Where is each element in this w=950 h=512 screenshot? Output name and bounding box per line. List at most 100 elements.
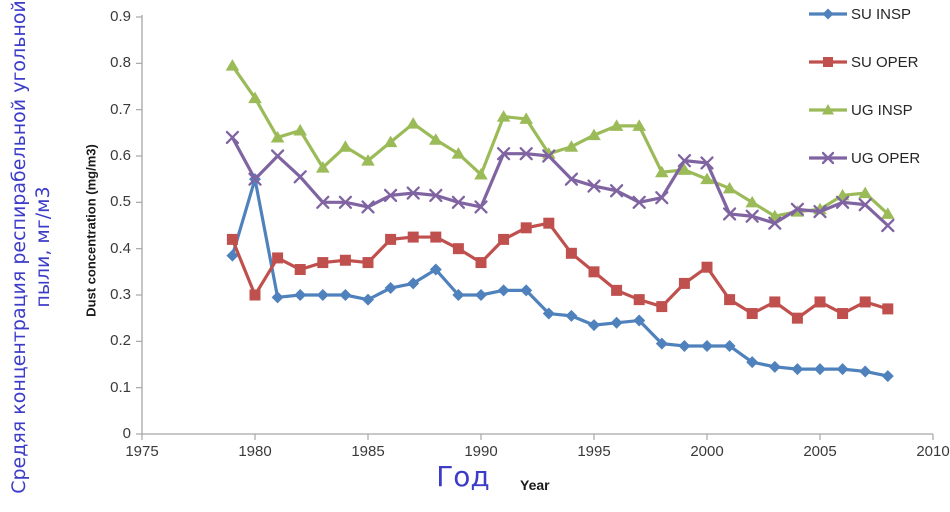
triangle-marker: [361, 154, 375, 166]
legend-item-su-insp: SU INSP: [808, 4, 920, 24]
y-tick-label: 0.7: [110, 100, 131, 118]
diamond-marker: [768, 360, 781, 373]
x-tick-label: 2005: [803, 443, 837, 460]
square-marker: [385, 233, 397, 245]
x-marker: [361, 200, 375, 214]
triangle-marker: [496, 110, 511, 122]
x-tick-label: 1995: [577, 443, 611, 460]
square-icon: [823, 57, 833, 67]
triangle-marker: [632, 119, 646, 131]
diamond-marker: [429, 263, 442, 276]
diamond-marker: [610, 316, 623, 329]
x-tick-label: 1975: [125, 443, 159, 460]
triangle-marker: [225, 59, 240, 71]
square-marker: [611, 284, 623, 296]
diamond-marker: [452, 289, 465, 301]
diamond-marker: [588, 319, 600, 332]
triangle-marker: [429, 133, 443, 145]
x-marker: [881, 218, 895, 233]
triangle-marker: [474, 168, 488, 180]
x-tick-label: 2000: [690, 443, 724, 460]
x-marker: [429, 188, 443, 203]
square-marker: [859, 296, 871, 308]
x-marker: [790, 202, 805, 216]
triangle-marker: [587, 128, 601, 141]
triangle-marker: [564, 140, 579, 152]
square-marker: [633, 294, 645, 306]
y-axis-title-russian-line2: пыли, мг/м3: [32, 186, 54, 308]
x-marker: [813, 204, 827, 219]
diamond-marker: [791, 363, 804, 376]
x-marker: [383, 188, 398, 203]
square-marker: [701, 261, 713, 273]
x-marker: [745, 209, 759, 223]
legend-item-ug-insp: UG INSP: [808, 100, 920, 120]
square-marker: [520, 222, 532, 234]
diamond-marker: [339, 289, 352, 301]
triangle-marker: [700, 172, 714, 185]
diamond-icon: [822, 8, 834, 20]
triangle-marker: [248, 91, 262, 104]
square-marker: [882, 303, 894, 315]
y-axis-title-russian-line1: Средяя концентрация респирабельной уголь…: [8, 0, 30, 494]
x-axis-title-russian: Год: [436, 460, 490, 493]
legend-label: UG OPER: [851, 149, 921, 167]
y-tick-label: 0.9: [110, 8, 131, 25]
square-marker: [362, 257, 374, 269]
diamond-marker: [859, 365, 872, 378]
y-tick-label: 0.2: [110, 332, 131, 350]
triangle-marker: [383, 135, 398, 148]
diamond-marker: [881, 370, 894, 383]
square-marker: [724, 294, 736, 306]
x-tick-label: 1980: [238, 443, 272, 460]
square-marker: [407, 231, 419, 243]
legend: SU INSP SU OPER UG INSP UG OPER: [808, 4, 920, 196]
x-marker: [700, 156, 714, 170]
x-marker: [270, 149, 285, 163]
diamond-marker: [520, 284, 533, 297]
diamond-marker: [814, 363, 826, 376]
square-marker: [475, 257, 487, 269]
x-tick-label: 1990: [464, 443, 498, 460]
y-tick-label: 0.8: [110, 54, 131, 72]
x-marker: [451, 195, 466, 209]
triangle-marker: [609, 119, 624, 131]
square-marker: [588, 266, 600, 278]
x-marker: [338, 195, 353, 209]
y-tick-label: 0: [122, 425, 131, 442]
x-marker: [858, 198, 872, 212]
square-legend-swatch: [809, 57, 847, 67]
diamond-marker: [475, 289, 487, 301]
x-marker: [835, 195, 850, 209]
square-marker: [272, 252, 284, 264]
diamond-marker: [565, 309, 578, 322]
legend-item-ug-oper: UG OPER: [808, 148, 920, 168]
diamond-marker: [226, 249, 239, 262]
y-tick-label: 0.6: [110, 147, 131, 164]
x-marker: [768, 216, 782, 230]
x-marker: [496, 147, 511, 161]
triangle-marker: [745, 195, 759, 208]
series-line-su-oper: [230, 221, 889, 320]
series-line-su-insp: [230, 177, 889, 378]
x-tick-label: 1985: [351, 443, 385, 460]
square-marker: [837, 308, 849, 320]
x-marker: [564, 172, 579, 186]
square-marker: [317, 257, 329, 269]
diamond-marker: [407, 277, 420, 290]
square-marker: [452, 243, 464, 255]
x-legend-swatch: [809, 151, 847, 165]
legend-label: UG INSP: [851, 101, 913, 119]
square-marker: [339, 254, 351, 266]
triangle-marker: [881, 207, 895, 219]
x-marker: [248, 172, 262, 186]
x-marker: [587, 179, 601, 193]
x-marker: [632, 195, 646, 209]
square-marker: [249, 289, 261, 301]
diamond-marker: [316, 289, 329, 301]
diamond-marker: [836, 363, 849, 376]
diamond-marker: [655, 337, 668, 350]
diamond-marker: [723, 339, 736, 352]
triangle-marker: [406, 117, 420, 129]
diamond-marker: [497, 284, 510, 297]
